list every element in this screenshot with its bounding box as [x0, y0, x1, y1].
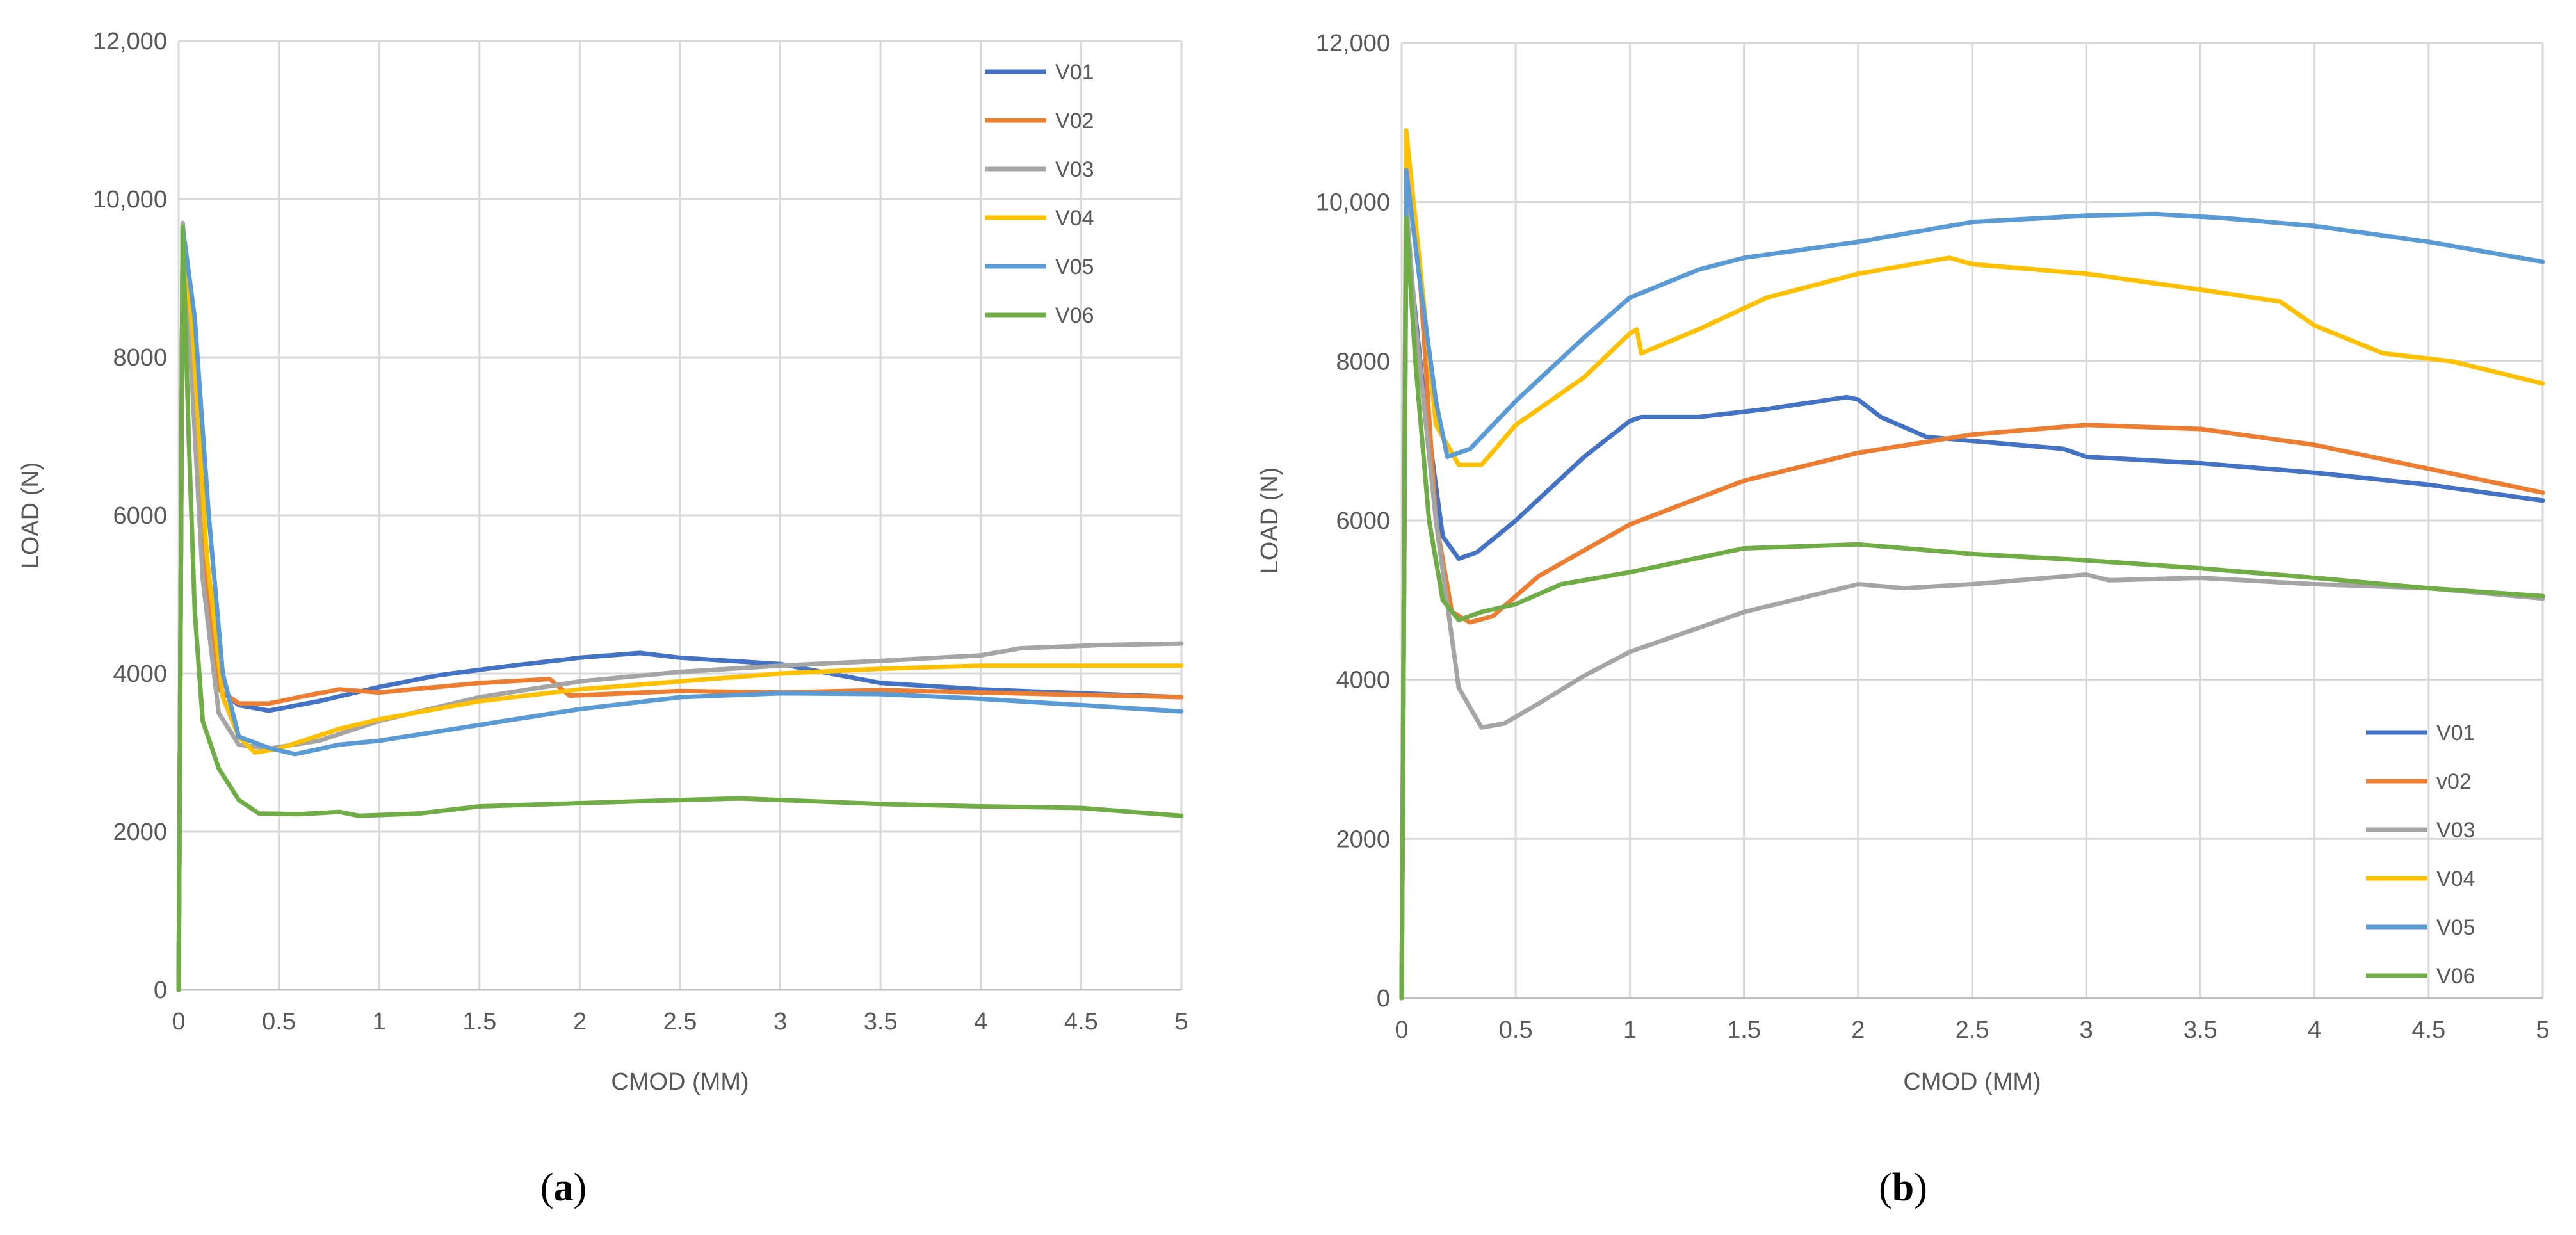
- x-tick-label: 0: [1395, 1017, 1408, 1044]
- x-tick-label: 3.5: [864, 1008, 898, 1035]
- legend-label-v04: V04: [2436, 867, 2475, 891]
- series-line-v04: [176, 228, 1184, 992]
- y-tick-label: 8000: [1336, 348, 1390, 375]
- series-line-v05: [176, 224, 1184, 992]
- y-tick-label: 2000: [1336, 826, 1390, 853]
- y-tick-label: 12,000: [1316, 30, 1390, 57]
- legend-label-v06: V06: [1055, 303, 1094, 328]
- legend-label-v03: V03: [2436, 818, 2475, 843]
- legend-label-v02: v02: [2436, 770, 2472, 794]
- legend-label-v01: V01: [1055, 60, 1094, 85]
- y-tick-label: 6000: [113, 503, 167, 529]
- y-tick-label: 0: [154, 977, 167, 1004]
- x-tick-label: 4: [974, 1008, 987, 1035]
- legend-label-v01: V01: [2436, 721, 2475, 745]
- x-tick-label: 0: [172, 1008, 185, 1035]
- x-tick-label: 2.5: [1956, 1017, 1989, 1044]
- legend-label-v04: V04: [1055, 206, 1094, 230]
- y-tick-label: 0: [1377, 985, 1390, 1012]
- legend-label-v05: V05: [2436, 916, 2475, 940]
- legend-label-v02: V02: [1055, 109, 1094, 133]
- series-line-v05: [1399, 168, 2545, 1001]
- x-tick-label: 1.5: [462, 1008, 496, 1035]
- series-line-v02: [1399, 152, 2545, 1001]
- x-tick-label: 0.5: [1499, 1017, 1533, 1044]
- caption-a: (a): [540, 1166, 587, 1209]
- x-tick-label: 2.5: [663, 1008, 697, 1035]
- chart-b: 0 0.5 1 1.5 2 2.5 3 3.5 4 4.5 5 0 2000 4000 6000 8000 10…: [1256, 30, 2550, 1095]
- x-tick-label: 1: [373, 1008, 386, 1035]
- x-tick-label: 4.5: [1064, 1008, 1098, 1035]
- y-tick-label: 2000: [113, 819, 167, 846]
- legend-label-v03: V03: [1055, 157, 1094, 182]
- x-tick-label: 5: [1174, 1008, 1188, 1035]
- x-tick-label: 3: [2080, 1017, 2093, 1044]
- x-tick-label: 1.5: [1727, 1017, 1761, 1044]
- y-axis-title: LOAD (N): [1256, 467, 1283, 574]
- x-tick-label: 4.5: [2411, 1017, 2445, 1044]
- y-tick-label: 4000: [113, 661, 167, 688]
- x-axis-title: CMOD (MM): [611, 1069, 749, 1095]
- x-tick-label: 1: [1623, 1017, 1637, 1044]
- legend-label-v06: V06: [2436, 964, 2475, 989]
- y-tick-label: 4000: [1336, 667, 1390, 694]
- legend-label-v05: V05: [1055, 255, 1094, 279]
- y-axis-title: LOAD (N): [17, 462, 44, 569]
- y-tick-label: 6000: [1336, 508, 1390, 535]
- y-tick-label: 8000: [113, 344, 167, 371]
- x-tick-label: 4: [2308, 1017, 2321, 1044]
- y-tick-label: 10,000: [93, 186, 167, 213]
- x-tick-label: 3.5: [2183, 1017, 2217, 1044]
- x-tick-label: 5: [2536, 1017, 2549, 1044]
- series-line-v06: [1399, 216, 2545, 1001]
- x-tick-label: 2: [1851, 1017, 1865, 1044]
- y-tick-label: 12,000: [93, 28, 167, 55]
- y-tick-label: 10,000: [1316, 190, 1390, 216]
- x-tick-label: 3: [774, 1008, 787, 1035]
- series-line-v01: [1399, 223, 2545, 1001]
- x-tick-label: 2: [573, 1008, 587, 1035]
- series-line-v06: [176, 224, 1184, 992]
- x-axis-title: CMOD (MM): [1903, 1069, 2041, 1095]
- chart-a: 0 0.5 1 1.5 2 2.5 3 3.5 4 4.5 5 0 2000 4000 6000 8000 10…: [17, 28, 1188, 1095]
- series-line-v03: [1399, 200, 2545, 1001]
- caption-a-letter: a: [554, 1166, 574, 1209]
- caption-b: (b): [1879, 1166, 1927, 1209]
- caption-b-letter: b: [1892, 1166, 1914, 1209]
- x-tick-label: 0.5: [262, 1008, 296, 1035]
- series-line-v04: [1399, 128, 2545, 1001]
